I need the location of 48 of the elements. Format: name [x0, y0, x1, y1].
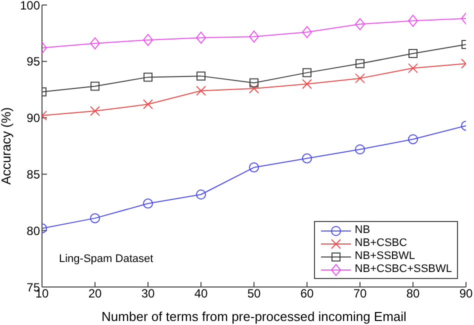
point	[90, 213, 100, 224]
y-axis-title: Accuracy (%)	[0, 107, 14, 185]
x-tick-label: 20	[88, 286, 102, 301]
point	[302, 68, 312, 78]
y-tick-label: 90	[26, 111, 40, 126]
point	[196, 32, 206, 44]
legend-label: NB	[354, 224, 370, 237]
point	[408, 49, 418, 58]
point	[355, 18, 365, 30]
x-tick-label: 60	[300, 286, 314, 301]
y-tick-label: 85	[26, 167, 40, 182]
point	[302, 78, 312, 89]
x-tick-label: 90	[459, 286, 473, 301]
point	[249, 30, 259, 43]
point	[143, 34, 153, 46]
point	[302, 153, 312, 164]
point	[356, 59, 364, 68]
x-tick-label: 70	[353, 286, 367, 301]
point	[196, 86, 206, 96]
legend-label: NB+CSBC+SSBWL	[354, 263, 452, 276]
point	[302, 26, 312, 38]
point	[250, 78, 258, 88]
point	[90, 37, 100, 50]
point	[143, 198, 153, 209]
point	[408, 134, 418, 144]
y-tick-label: 100	[20, 0, 40, 12]
x-tick-label: 80	[406, 286, 420, 301]
point	[408, 63, 418, 74]
legend-label: NB+CSBC	[354, 237, 408, 250]
annotation: Ling-Spam Dataset	[59, 253, 154, 265]
legend-label: NB+SSBWL	[354, 250, 416, 263]
y-tick-label: 80	[26, 224, 40, 238]
point	[143, 99, 153, 110]
x-axis-title: Number of terms from pre-processed incoming Email	[102, 309, 407, 324]
point	[249, 162, 259, 172]
y-tick-label: 95	[26, 54, 40, 69]
point	[355, 144, 365, 154]
point	[196, 190, 206, 200]
x-tick-label: 50	[247, 286, 261, 301]
x-tick-label: 40	[194, 286, 208, 301]
point	[90, 106, 100, 116]
point	[355, 73, 365, 84]
point	[408, 14, 418, 27]
point	[249, 83, 259, 94]
point	[144, 72, 152, 82]
x-tick-label: 30	[141, 286, 155, 301]
point	[90, 82, 100, 91]
point	[196, 72, 206, 81]
